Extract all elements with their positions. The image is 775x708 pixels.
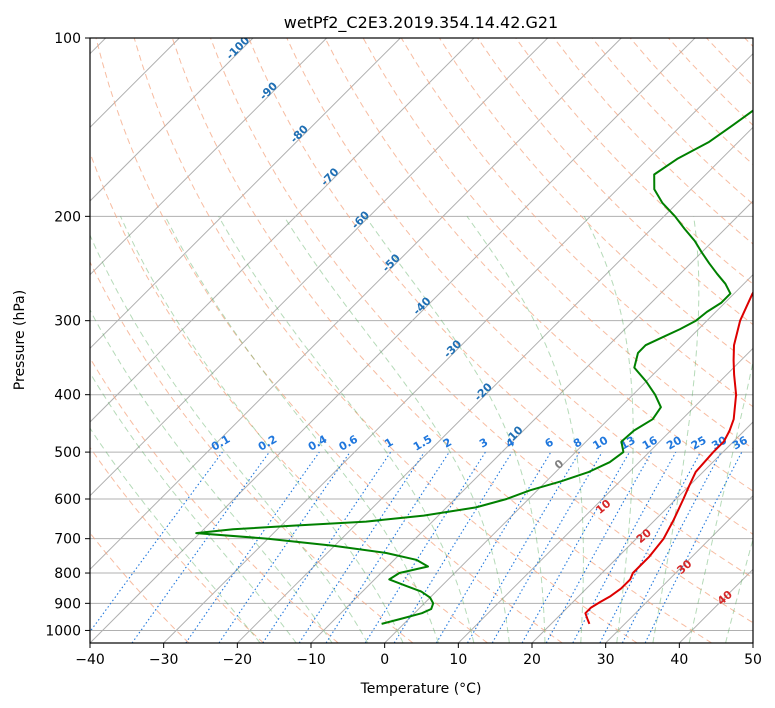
mixing-ratio-line <box>218 451 351 643</box>
moist-adiabat-line <box>90 371 297 643</box>
isotherm-line <box>90 38 475 423</box>
mixing-ratio-line <box>545 451 653 643</box>
x-tick-label: 0 <box>380 652 389 668</box>
horizontal-gridlines <box>90 38 753 631</box>
y-tick-label: 600 <box>54 492 81 508</box>
x-tick-label: −30 <box>149 652 179 668</box>
dry-adiabat-line <box>90 260 414 643</box>
temperature-profile-line <box>584 290 753 625</box>
x-tick-label: 40 <box>670 652 688 668</box>
dewpoint-profile-line <box>195 109 753 625</box>
x-tick-label: 50 <box>744 652 762 668</box>
moist-adiabat-line <box>218 216 475 643</box>
plot-frame <box>89 37 754 644</box>
moist-adiabat-line <box>90 309 333 643</box>
x-tick-label: 10 <box>449 652 467 668</box>
mixing-ratio-line <box>262 451 392 643</box>
moist-adiabat-line <box>164 216 439 643</box>
moist-adiabat-line <box>120 216 404 643</box>
mixing-ratio-line <box>644 451 743 643</box>
axes: −40 −30 −20 −10 0 10 20 30 40 50 100 200 300 400 500 60… <box>45 31 762 668</box>
dry-adiabat-line <box>133 38 638 643</box>
sounding-series <box>195 109 753 625</box>
y-tick-label: 400 <box>54 388 81 404</box>
moist-adiabat-line <box>90 233 369 643</box>
plot-area: 0.1 0.2 0.4 0.6 1 1.5 2 3 4 6 8 10 13 16 20 25 30 36-100-… <box>90 38 753 643</box>
dry-adiabat-line <box>286 38 753 535</box>
mixing-ratio-line <box>521 451 630 643</box>
x-tick-label: 30 <box>597 652 615 668</box>
y-tick-label: 900 <box>54 596 81 612</box>
y-tick-label: 300 <box>54 314 81 330</box>
isotherm-line <box>163 52 753 643</box>
x-tick-label: −40 <box>75 652 105 668</box>
mixing-ratio-line <box>325 451 450 643</box>
y-tick-label: 200 <box>54 209 81 225</box>
isotherm-line <box>457 347 753 643</box>
mixing-ratio-line <box>90 451 223 633</box>
moist-adiabat-line <box>466 216 584 643</box>
isotherm-line <box>531 421 753 643</box>
x-axis-label: Temperature (°C) <box>360 681 482 697</box>
isotherm-line <box>90 38 328 276</box>
isotherm-line <box>384 273 753 643</box>
mixing-ratio-line <box>393 451 513 643</box>
moist-adiabat-line <box>652 216 700 643</box>
dry-adiabat-line <box>90 357 339 643</box>
plot-background <box>90 38 753 643</box>
moist-adiabats <box>90 216 753 643</box>
isotherm-line <box>605 494 753 643</box>
dry-adiabat-line <box>210 38 753 624</box>
moist-adiabat-line <box>90 427 261 643</box>
dry-adiabat-line <box>90 446 264 643</box>
mixing-ratio-line <box>298 451 425 643</box>
moist-adiabat-line <box>283 216 510 643</box>
mixing-ratio-line <box>185 451 320 643</box>
moist-adiabat-line <box>364 216 546 643</box>
isotherm-line <box>90 38 696 643</box>
y-tick-label: 800 <box>54 566 81 582</box>
mixing-ratio-line <box>572 451 677 643</box>
y-tick-label: 700 <box>54 532 81 548</box>
dry-adiabat-line <box>95 38 563 643</box>
isotherm-line <box>752 642 753 643</box>
y-tick-label: 1000 <box>45 623 81 639</box>
mixing-ratio-line <box>131 451 270 643</box>
isotherm-line <box>90 38 622 571</box>
dry-adiabat-line <box>515 38 753 285</box>
chart-title: wetPf2_C2E3.2019.354.14.42.G21 <box>284 13 558 33</box>
y-axis-label: Pressure (hPa) <box>12 290 28 390</box>
x-tick-label: −20 <box>223 652 253 668</box>
isotherm-line <box>90 38 254 202</box>
dry-adiabat-line <box>248 38 753 579</box>
y-tick-label: 500 <box>54 445 81 461</box>
dry-adiabats <box>90 38 753 643</box>
dry-adiabat-line <box>171 38 712 643</box>
moist-adiabat-line <box>583 216 634 643</box>
mixing-ratio-lines <box>90 451 743 643</box>
x-tick-label: −10 <box>296 652 326 668</box>
x-tick-label: 20 <box>523 652 541 668</box>
isotherm-line <box>90 38 549 497</box>
isotherm-line <box>236 126 753 643</box>
skewed-isotherms <box>90 38 753 643</box>
isotherm-line <box>90 38 401 350</box>
y-tick-label: 100 <box>54 31 81 47</box>
dry-adiabat-line <box>324 38 753 492</box>
